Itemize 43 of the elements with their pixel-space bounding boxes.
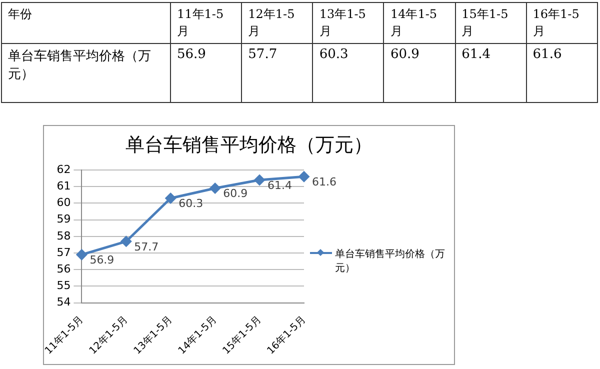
y-tick-label: 56 — [56, 262, 71, 276]
data-label: 61.4 — [455, 44, 526, 102]
y-tick-label: 60 — [56, 196, 71, 210]
data-label: 57.7 — [242, 44, 313, 102]
y-tick-label: 61 — [56, 179, 71, 192]
data-label: 56.9 — [170, 44, 242, 102]
data-label: 60.9 — [223, 187, 248, 200]
category-label: 16年1-5月 — [526, 2, 598, 44]
category-label: 12年1-5月 — [242, 2, 313, 44]
y-tick-label: 59 — [56, 212, 71, 226]
data-label: 57.7 — [134, 240, 159, 254]
x-tick-label: 15年1-5月 — [220, 314, 264, 357]
data-label: 60.3 — [312, 44, 384, 102]
chart-title: 单台车销售平均价格（万元） — [124, 133, 374, 158]
category-label: 15年1-5月 — [455, 2, 526, 44]
y-tick-label: 57 — [56, 246, 71, 259]
x-tick-label: 11年1-5月 — [42, 314, 86, 357]
y-tick-label: 55 — [56, 279, 71, 292]
data-label: 60.3 — [178, 197, 204, 210]
category-label: 14年1-5月 — [384, 2, 456, 44]
point — [254, 174, 265, 186]
x-tick-label: 13年1-5月 — [131, 314, 175, 357]
data-label: 61.6 — [312, 176, 336, 188]
x-tick-label: 16年1-5月 — [264, 314, 308, 357]
point — [210, 183, 220, 194]
category-label: 13年1-5月 — [312, 2, 384, 44]
data-label: 60.9 — [384, 44, 456, 102]
y-tick-label: 54 — [56, 296, 71, 309]
point — [120, 236, 132, 247]
legend-label: 单台车销售平均价格（万元） — [335, 248, 446, 276]
y-tick-label: 58 — [56, 229, 71, 242]
x-tick-label: 14年1-5月 — [176, 314, 220, 357]
data-label: 56.9 — [90, 254, 114, 267]
point — [298, 171, 310, 182]
data-label: 61.4 — [268, 178, 292, 192]
text: 单台车销售平均价格（万元） — [2, 44, 170, 102]
x-tick-label: 12年1-5月 — [86, 314, 130, 357]
text: 年份 — [2, 2, 170, 44]
data-label: 61.6 — [526, 44, 598, 102]
category-label: 11年1-5月 — [170, 2, 242, 44]
y-tick-label: 62 — [56, 162, 71, 176]
point — [76, 249, 87, 260]
point — [165, 192, 176, 204]
